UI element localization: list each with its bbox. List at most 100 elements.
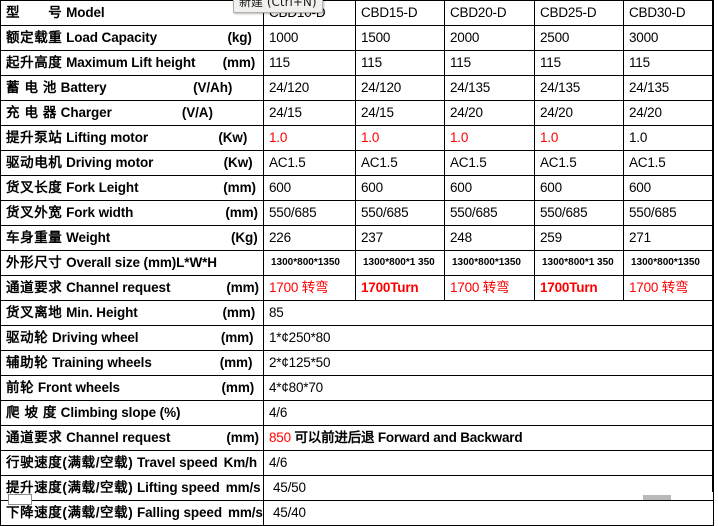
cell-r6-c4[interactable]: AC1.5 [623, 150, 714, 176]
cell-r4-c3[interactable]: 24/20 [534, 100, 624, 126]
cell-r11-c2[interactable]: 1700 转弯 [444, 275, 535, 301]
cell-r11-c1[interactable]: 1700Turn [355, 275, 445, 301]
cell-r2-c0[interactable]: 115 [263, 50, 356, 76]
cell-r0-c1[interactable]: CBD15-D [355, 0, 445, 26]
row-label-18[interactable]: 行驶速度(满载/空载) Travel speed Km/h [0, 450, 264, 476]
cell-r3-c4[interactable]: 24/135 [623, 75, 714, 101]
row-label-0[interactable]: 型 号 Model [0, 0, 264, 26]
cell-r3-c2[interactable]: 24/135 [444, 75, 535, 101]
cell-r7-c4[interactable]: 600 [623, 175, 714, 201]
cell-r9-c3[interactable]: 259 [534, 225, 624, 251]
cell-r9-c1[interactable]: 237 [355, 225, 445, 251]
row-label-19[interactable]: 提升速度(满载/空载) Lifting speed mm/s [0, 475, 264, 501]
row-label-3[interactable]: 蓄 电 池 Battery (V/Ah) [0, 75, 264, 101]
bottom-left-handle[interactable] [8, 494, 32, 505]
row-label-16[interactable]: 爬 坡 度 Climbing slope (%) [0, 400, 264, 426]
cell-r8-c3[interactable]: 550/685 [534, 200, 624, 226]
row-label-2[interactable]: 起升高度 Maximum Lift height (mm) [0, 50, 264, 76]
row-label-20[interactable]: 下降速度(满载/空载) Falling speed mm/s [0, 500, 264, 526]
cell-r4-c2[interactable]: 24/20 [444, 100, 535, 126]
table-row: 提升泵站 Lifting motor (Kw) 1.0 1.0 1.0 1.0 1.0 [0, 125, 714, 151]
row-label-14[interactable]: 辅助轮 Training wheels (mm) [0, 350, 264, 376]
row-label-6[interactable]: 驱动电机 Driving motor (Kw) [0, 150, 264, 176]
row-label-17[interactable]: 通道要求 Channel request (mm) [0, 425, 264, 451]
cell-r10-c3[interactable]: 1300*800*1 350 [534, 250, 624, 276]
row-value-merged-18[interactable]: 4/6 [263, 450, 714, 476]
cell-r1-c4[interactable]: 3000 [623, 25, 714, 51]
cell-r8-c4[interactable]: 550/685 [623, 200, 714, 226]
row-label-en: Weight [66, 230, 111, 245]
row-label-cn: 充 电 器 [6, 105, 58, 120]
table-row: 充 电 器 Charger (V/A) 24/15 24/15 24/20 24/20 24… [0, 100, 714, 126]
row-label-cn: 通道要求 [6, 430, 63, 445]
cell-r11-c0[interactable]: 1700 转弯 [263, 275, 356, 301]
cell-r3-c3[interactable]: 24/135 [534, 75, 624, 101]
row-value-merged-20[interactable]: 45/40 [263, 500, 714, 526]
row-label-11[interactable]: 通道要求 Channel request (mm) [0, 275, 264, 301]
cell-r5-c3[interactable]: 1.0 [534, 125, 624, 151]
cell-r10-c4[interactable]: 1300*800*1350 [623, 250, 714, 276]
row-label-15[interactable]: 前轮 Front wheels (mm) [0, 375, 264, 401]
cell-r2-c4[interactable]: 115 [623, 50, 714, 76]
horizontal-scrollbar-thumb[interactable] [643, 495, 671, 500]
row-value-merged-17[interactable]: 850 可以前进后退 Forward and Backward [263, 425, 714, 451]
cell-r6-c1[interactable]: AC1.5 [355, 150, 445, 176]
cell-r8-c2[interactable]: 550/685 [444, 200, 535, 226]
cell-r7-c2[interactable]: 600 [444, 175, 535, 201]
cell-r10-c2[interactable]: 1300*800*1350 [444, 250, 535, 276]
cell-r4-c0[interactable]: 24/15 [263, 100, 356, 126]
cell-r5-c2[interactable]: 1.0 [444, 125, 535, 151]
table-row: 起升高度 Maximum Lift height (mm) 115 115 115 115… [0, 50, 714, 76]
row-value-merged-12[interactable]: 85 [263, 300, 714, 326]
row-label-5[interactable]: 提升泵站 Lifting motor (Kw) [0, 125, 264, 151]
row-value-merged-13[interactable]: 1*¢250*80 [263, 325, 714, 351]
cell-r3-c0[interactable]: 24/120 [263, 75, 356, 101]
row-label-10[interactable]: 外形尺寸 Overall size (mm)L*W*H [0, 250, 264, 276]
cell-r1-c2[interactable]: 2000 [444, 25, 535, 51]
cell-r2-c1[interactable]: 115 [355, 50, 445, 76]
cell-r1-c1[interactable]: 1500 [355, 25, 445, 51]
row-label-cn: 货叉外宽 [6, 205, 63, 220]
row-value-merged-14[interactable]: 2*¢125*50 [263, 350, 714, 376]
cell-r1-c0[interactable]: 1000 [263, 25, 356, 51]
row-label-12[interactable]: 货叉离地 Min. Height (mm) [0, 300, 264, 326]
cell-r5-c4[interactable]: 1.0 [623, 125, 714, 151]
cell-r7-c0[interactable]: 600 [263, 175, 356, 201]
row-label-9[interactable]: 车身重量 Weight (Kg) [0, 225, 264, 251]
cell-r4-c1[interactable]: 24/15 [355, 100, 445, 126]
cell-r2-c3[interactable]: 115 [534, 50, 624, 76]
cell-r9-c4[interactable]: 271 [623, 225, 714, 251]
row-label-7[interactable]: 货叉长度 Fork Leight (mm) [0, 175, 264, 201]
row-label-4[interactable]: 充 电 器 Charger (V/A) [0, 100, 264, 126]
cell-r6-c3[interactable]: AC1.5 [534, 150, 624, 176]
cell-r8-c1[interactable]: 550/685 [355, 200, 445, 226]
cell-r0-c3[interactable]: CBD25-D [534, 0, 624, 26]
row-value-merged-15[interactable]: 4*¢80*70 [263, 375, 714, 401]
cell-r8-c0[interactable]: 550/685 [263, 200, 356, 226]
cell-r11-c4[interactable]: 1700 转弯 [623, 275, 714, 301]
cell-r10-c0[interactable]: 1300*800*1350 [263, 250, 356, 276]
cell-r7-c1[interactable]: 600 [355, 175, 445, 201]
row-label-1[interactable]: 额定载重 Load Capacity (kg) [0, 25, 264, 51]
cell-r4-c4[interactable]: 24/20 [623, 100, 714, 126]
cell-r2-c2[interactable]: 115 [444, 50, 535, 76]
cell-r5-c0[interactable]: 1.0 [263, 125, 356, 151]
cell-r6-c2[interactable]: AC1.5 [444, 150, 535, 176]
cell-r0-c2[interactable]: CBD20-D [444, 0, 535, 26]
row-label-8[interactable]: 货叉外宽 Fork width (mm) [0, 200, 264, 226]
cell-r9-c0[interactable]: 226 [263, 225, 356, 251]
cell-r0-c4[interactable]: CBD30-D [623, 0, 714, 26]
row-label-unit: (mm) [226, 280, 259, 295]
row-label-cn: 辅助轮 [6, 355, 49, 370]
row-value-merged-16[interactable]: 4/6 [263, 400, 714, 426]
cell-r3-c1[interactable]: 24/120 [355, 75, 445, 101]
cell-r9-c2[interactable]: 248 [444, 225, 535, 251]
cell-r6-c0[interactable]: AC1.5 [263, 150, 356, 176]
cell-r10-c1[interactable]: 1300*800*1 350 [355, 250, 445, 276]
cell-r5-c1[interactable]: 1.0 [355, 125, 445, 151]
cell-r11-c3[interactable]: 1700Turn [534, 275, 624, 301]
cell-r7-c3[interactable]: 600 [534, 175, 624, 201]
row-label-13[interactable]: 驱动轮 Driving wheel (mm) [0, 325, 264, 351]
cell-r1-c3[interactable]: 2500 [534, 25, 624, 51]
